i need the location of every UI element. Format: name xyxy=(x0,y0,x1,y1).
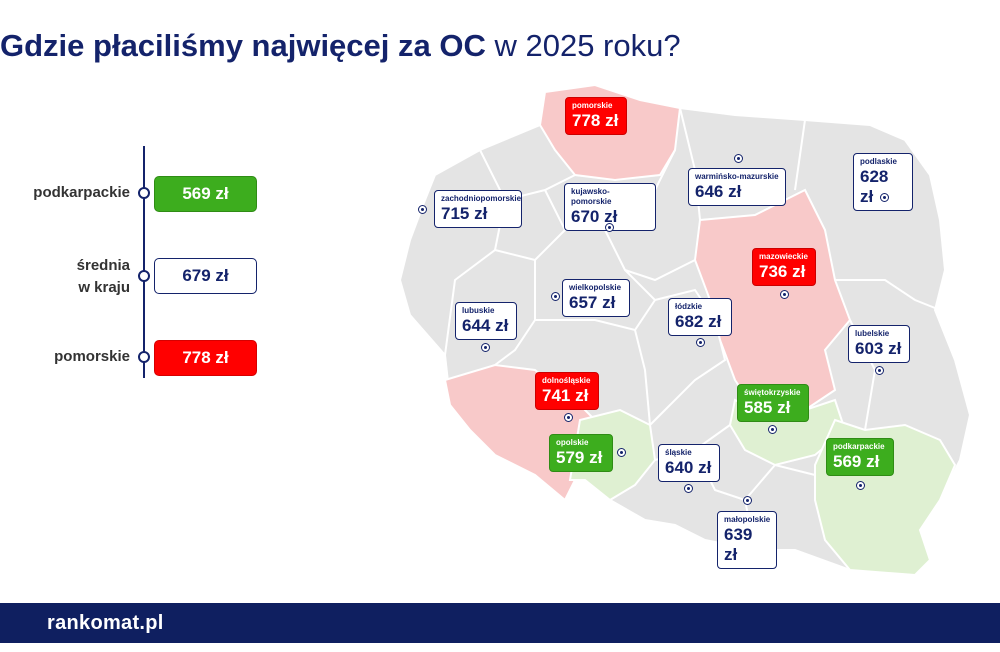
region-value: 579 zł xyxy=(556,448,603,467)
region-name: śląskie xyxy=(665,448,692,457)
legend-dot xyxy=(138,351,150,363)
pin-icon xyxy=(605,223,614,232)
legend-label-pomorskie: pomorskie xyxy=(54,348,130,365)
region-kujawsko-pomorskie: kujawsko-pomorskie 670 zł xyxy=(564,183,656,231)
region-name: lubuskie xyxy=(462,306,495,315)
region-name: wielkopolskie xyxy=(569,283,622,292)
legend-label-avg-line1: średnia xyxy=(76,257,130,274)
region-value: 715 zł xyxy=(441,204,488,223)
region-lodzkie: łódzkie 682 zł xyxy=(668,298,732,336)
region-value: 585 zł xyxy=(744,398,791,417)
region-slaskie: śląskie 640 zł xyxy=(658,444,720,482)
region-name: warmińsko-mazurskie xyxy=(695,172,779,181)
region-lubelskie: lubelskie 603 zł xyxy=(848,325,910,363)
pin-icon xyxy=(564,413,573,422)
pin-icon xyxy=(696,338,705,347)
pin-icon xyxy=(617,448,626,457)
pin-icon xyxy=(880,193,889,202)
footer-bar: rankomat.pl xyxy=(0,603,1000,643)
legend-dot xyxy=(138,270,150,282)
region-name: dolnośląskie xyxy=(542,376,591,385)
region-malopolskie: małopolskie 639 zł xyxy=(717,511,777,569)
region-dolnoslaskie: dolnośląskie 741 zł xyxy=(535,372,599,410)
region-mazowieckie: mazowieckie 736 zł xyxy=(752,248,816,286)
region-value: 640 zł xyxy=(665,458,712,477)
region-warminsko-mazurskie: warmińsko-mazurskie 646 zł xyxy=(688,168,786,206)
legend-dot xyxy=(138,187,150,199)
region-name: kujawsko-pomorskie xyxy=(571,187,612,206)
rankomat-logo: rankomat.pl xyxy=(47,612,164,634)
title-light: w 2025 roku? xyxy=(485,28,681,63)
region-value: 569 zł xyxy=(833,452,880,471)
region-podkarpackie: podkarpackie 569 zł xyxy=(826,438,894,476)
legend-value-max: 778 zł xyxy=(154,340,257,376)
title-bold: Gdzie płaciliśmy najwięcej za OC xyxy=(0,28,486,63)
legend-line xyxy=(143,146,145,378)
page-title: Gdzie płaciliśmy najwięcej za OC w 2025 … xyxy=(0,28,681,64)
pin-icon xyxy=(743,496,752,505)
region-wielkopolskie: wielkopolskie 657 zł xyxy=(562,279,630,317)
pin-icon xyxy=(780,290,789,299)
region-zachodniopomorskie: zachodniopomorskie 715 zł xyxy=(434,190,522,228)
region-name: mazowieckie xyxy=(759,252,808,261)
region-opolskie: opolskie 579 zł xyxy=(549,434,613,472)
region-podlaskie: podlaskie 628 zł xyxy=(853,153,913,211)
region-name: świętokrzyskie xyxy=(744,388,801,397)
region-name: zachodniopomorskie xyxy=(441,194,522,203)
legend-value-min: 569 zł xyxy=(154,176,257,212)
region-value: 639 zł xyxy=(724,525,753,564)
pin-icon xyxy=(481,343,490,352)
region-name: łódzkie xyxy=(675,302,703,311)
region-value: 628 zł xyxy=(860,167,889,206)
region-value: 670 zł xyxy=(571,207,618,226)
pin-icon xyxy=(768,425,777,434)
region-pomorskie: pomorskie 778 zł xyxy=(565,97,627,135)
region-value: 682 zł xyxy=(675,312,722,331)
pin-icon xyxy=(551,292,560,301)
region-lubuskie: lubuskie 644 zł xyxy=(455,302,517,340)
pin-icon xyxy=(684,484,693,493)
legend-label-avg-line2: w kraju xyxy=(78,279,130,296)
region-name: lubelskie xyxy=(855,329,890,338)
region-value: 736 zł xyxy=(759,262,806,281)
legend-label-max: podkarpackie xyxy=(33,184,130,201)
legend-value-avg: 679 zł xyxy=(154,258,257,294)
region-name: podkarpackie xyxy=(833,442,885,451)
region-value: 603 zł xyxy=(855,339,902,358)
pin-icon xyxy=(856,481,865,490)
pin-icon xyxy=(875,366,884,375)
pin-icon xyxy=(418,205,427,214)
region-name: podlaskie xyxy=(860,157,897,166)
region-name: pomorskie xyxy=(572,101,613,110)
region-name: opolskie xyxy=(556,438,589,447)
legend-label-avg: średnia w kraju xyxy=(20,255,130,299)
region-name: małopolskie xyxy=(724,515,771,524)
region-value: 646 zł xyxy=(695,182,742,201)
region-value: 657 zł xyxy=(569,293,616,312)
region-value: 644 zł xyxy=(462,316,509,335)
pin-icon xyxy=(734,154,743,163)
region-swietokrzyskie: świętokrzyskie 585 zł xyxy=(737,384,809,422)
region-value: 778 zł xyxy=(572,111,619,130)
region-value: 741 zł xyxy=(542,386,589,405)
